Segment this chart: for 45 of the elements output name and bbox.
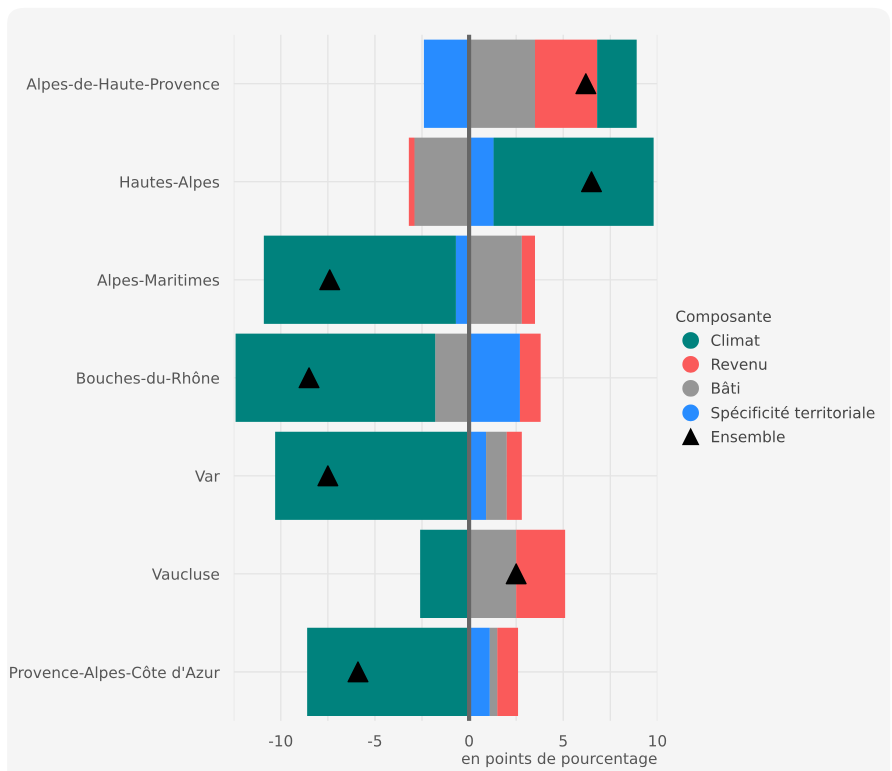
legend-title: Composante [676,310,771,325]
point [319,269,340,290]
bar [469,530,516,618]
bar [597,40,637,128]
x-axis-title: en points de pourcentage [462,752,657,768]
x-tick-label: -5 [368,735,382,747]
x-tick-label: 10 [649,735,666,747]
bar [236,334,436,422]
y-tick-label: Hautes-Alpes [120,176,220,191]
x-tick-label: -10 [269,735,292,747]
bar [506,432,522,520]
bar [535,40,598,128]
bar [516,530,566,618]
x-tick-label: 0 [465,735,473,747]
x-tick-label: 5 [560,735,567,747]
bar [469,334,520,422]
legend-label: Bâti [712,381,740,394]
bar [469,138,494,226]
y-tick-label: Var [195,470,220,482]
bar [469,236,522,324]
y-tick-label: Provence-Alpes-Côte d'Azur [10,666,220,682]
bar [490,628,498,716]
legend-label: Spécificité territoriale [712,406,874,422]
point [506,563,527,584]
bar [494,138,654,226]
bar [522,236,535,324]
y-tick-label: Alpes-Maritimes [97,274,220,289]
point [298,367,320,388]
bar [408,138,414,226]
bar [486,432,507,520]
legend-label: Climat [711,334,760,346]
bar [497,628,518,716]
point [347,661,369,682]
point [580,171,602,192]
legend-label: Ensemble [712,430,785,442]
bar [469,628,490,716]
bar [520,334,541,422]
bar [264,236,456,324]
y-tick-label: Bouches-du-Rhône [77,371,219,384]
bar [469,40,535,128]
y-tick-label: Alpes-de-Haute-Provence [26,78,219,93]
legend-label: Revenu [712,358,766,370]
y-tick-label: Vaucluse [152,568,220,580]
point [317,465,338,486]
point [575,73,596,94]
